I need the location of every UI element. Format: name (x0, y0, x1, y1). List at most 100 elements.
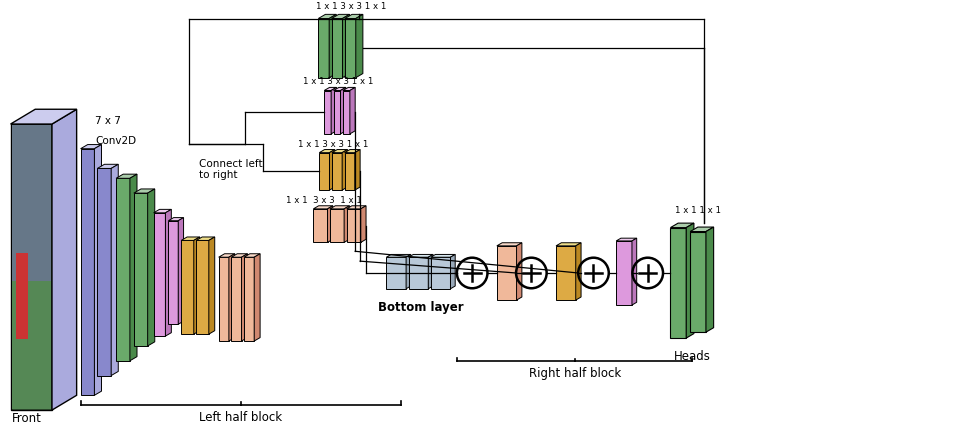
Polygon shape (329, 14, 336, 78)
Text: 7 x 7: 7 x 7 (95, 116, 121, 126)
Polygon shape (80, 149, 94, 395)
Polygon shape (181, 237, 200, 240)
Polygon shape (80, 145, 102, 149)
Polygon shape (197, 240, 208, 334)
Polygon shape (556, 243, 581, 246)
Text: Front: Front (12, 412, 42, 425)
Polygon shape (241, 254, 247, 341)
Polygon shape (671, 227, 686, 338)
Polygon shape (431, 257, 451, 289)
Polygon shape (497, 243, 522, 246)
Polygon shape (254, 254, 260, 341)
Polygon shape (356, 14, 362, 78)
Text: Right half block: Right half block (529, 367, 621, 380)
Polygon shape (197, 237, 215, 240)
Polygon shape (406, 254, 411, 289)
Polygon shape (330, 206, 350, 209)
Polygon shape (94, 145, 102, 395)
Polygon shape (345, 153, 355, 190)
Polygon shape (345, 18, 356, 78)
Polygon shape (181, 240, 194, 334)
Text: 1 x 1  3 x 3  1 x 1: 1 x 1 3 x 3 1 x 1 (286, 196, 361, 205)
Polygon shape (12, 281, 51, 409)
Polygon shape (229, 254, 234, 341)
Polygon shape (328, 206, 332, 243)
Polygon shape (147, 189, 155, 346)
Polygon shape (355, 149, 360, 190)
Text: Left half block: Left half block (200, 411, 282, 424)
Polygon shape (11, 124, 52, 410)
Polygon shape (153, 209, 172, 213)
Polygon shape (134, 189, 155, 193)
Polygon shape (116, 174, 137, 178)
Text: 1 x 1 3 x 3 1 x 1: 1 x 1 3 x 3 1 x 1 (297, 140, 368, 149)
Polygon shape (690, 227, 713, 231)
Polygon shape (219, 254, 234, 257)
Polygon shape (331, 14, 350, 18)
Text: 1 x 1 3 x 3 1 x 1: 1 x 1 3 x 3 1 x 1 (316, 2, 387, 12)
Polygon shape (12, 125, 51, 281)
Polygon shape (347, 206, 366, 209)
Polygon shape (97, 164, 118, 169)
Polygon shape (616, 241, 632, 305)
Polygon shape (11, 109, 77, 124)
Polygon shape (319, 153, 329, 190)
Polygon shape (451, 254, 455, 289)
Text: Conv2D: Conv2D (95, 136, 137, 146)
Polygon shape (329, 149, 335, 190)
Polygon shape (497, 246, 516, 300)
Polygon shape (576, 243, 581, 300)
Polygon shape (169, 221, 178, 324)
Polygon shape (706, 227, 713, 332)
Polygon shape (313, 206, 332, 209)
Polygon shape (556, 246, 576, 300)
Polygon shape (208, 237, 215, 334)
Polygon shape (428, 254, 433, 289)
Polygon shape (153, 213, 166, 336)
Text: Bottom layer: Bottom layer (378, 301, 463, 314)
Polygon shape (333, 87, 346, 91)
Polygon shape (686, 223, 694, 338)
Polygon shape (516, 243, 522, 300)
Polygon shape (313, 209, 328, 243)
Polygon shape (360, 206, 366, 243)
Polygon shape (219, 257, 229, 341)
Polygon shape (387, 254, 411, 257)
Polygon shape (333, 91, 340, 134)
Polygon shape (342, 149, 348, 190)
Polygon shape (345, 149, 360, 153)
Polygon shape (332, 153, 342, 190)
Polygon shape (409, 254, 433, 257)
Polygon shape (244, 257, 254, 341)
Polygon shape (632, 238, 637, 305)
Polygon shape (343, 87, 356, 91)
Text: Heads: Heads (674, 350, 711, 363)
Polygon shape (671, 223, 694, 227)
Polygon shape (318, 18, 329, 78)
Text: 1 x 1 1 x 1: 1 x 1 1 x 1 (675, 206, 721, 215)
Polygon shape (325, 87, 336, 91)
Text: 1 x 1 3 x 3 1 x 1: 1 x 1 3 x 3 1 x 1 (302, 78, 373, 87)
Polygon shape (166, 209, 172, 336)
Polygon shape (178, 218, 183, 324)
Polygon shape (325, 91, 331, 134)
Polygon shape (345, 14, 362, 18)
Polygon shape (343, 91, 350, 134)
Polygon shape (134, 193, 147, 346)
Polygon shape (111, 164, 118, 376)
Polygon shape (97, 169, 111, 376)
Polygon shape (330, 209, 344, 243)
Polygon shape (194, 237, 200, 334)
Polygon shape (344, 206, 350, 243)
Polygon shape (331, 87, 336, 134)
Polygon shape (342, 14, 350, 78)
Polygon shape (232, 254, 247, 257)
Text: Connect left
to right: Connect left to right (199, 159, 263, 180)
Polygon shape (130, 174, 137, 361)
Polygon shape (387, 257, 406, 289)
Polygon shape (332, 149, 348, 153)
Polygon shape (116, 178, 130, 361)
Polygon shape (431, 254, 455, 257)
Polygon shape (347, 209, 360, 243)
Polygon shape (350, 87, 356, 134)
